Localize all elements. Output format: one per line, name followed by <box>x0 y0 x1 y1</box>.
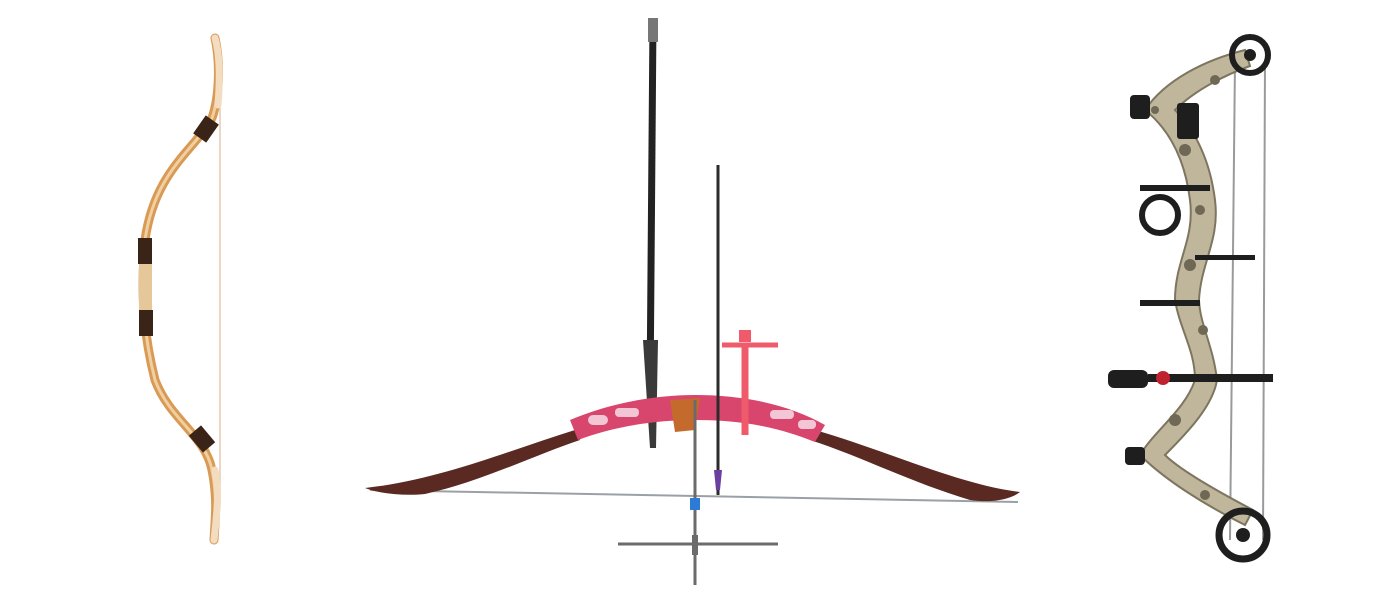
arrow-rest <box>1195 255 1255 260</box>
long-rod-stabilizer <box>646 19 657 396</box>
recurve-bow-drawing <box>365 18 1020 585</box>
stabilizer-tip <box>648 18 658 42</box>
cable <box>1229 59 1236 541</box>
traditional-bow-drawing <box>138 33 223 545</box>
arrow-fletching <box>714 470 722 490</box>
lower-dampener <box>1125 447 1145 465</box>
upper-wrap <box>193 115 219 143</box>
sight-pin-ring <box>1139 194 1181 236</box>
top-cam <box>1229 34 1271 76</box>
camo-pattern <box>1151 75 1220 500</box>
grip <box>670 398 700 432</box>
traditional-bow <box>120 0 250 600</box>
bowstring <box>1262 59 1266 541</box>
recurve-bow <box>350 0 1040 600</box>
limb-dampener <box>1130 95 1150 119</box>
bow-limb <box>138 33 223 545</box>
stabilizer <box>1148 374 1273 382</box>
upper-tip <box>211 34 223 109</box>
grip-wrap-bottom <box>139 310 153 336</box>
left-limb <box>365 430 580 495</box>
brand-logo <box>1156 371 1170 385</box>
camo-riser <box>1138 48 1255 527</box>
riser <box>570 395 825 442</box>
lower-wrap <box>188 425 216 453</box>
sight-bracket <box>1140 185 1210 191</box>
compound-bow-drawing <box>1108 34 1273 563</box>
quiver-mount <box>1177 103 1199 139</box>
grip-wrap-top <box>138 238 152 264</box>
grip <box>1108 370 1148 388</box>
plunger <box>690 498 700 510</box>
right-limb <box>810 430 1020 502</box>
sight-aperture <box>739 330 751 342</box>
lower-tip <box>210 466 221 544</box>
bottom-cam <box>1215 507 1271 563</box>
compound-bow <box>1095 0 1395 600</box>
grip <box>139 264 152 310</box>
stabilizer-mount <box>643 340 658 448</box>
